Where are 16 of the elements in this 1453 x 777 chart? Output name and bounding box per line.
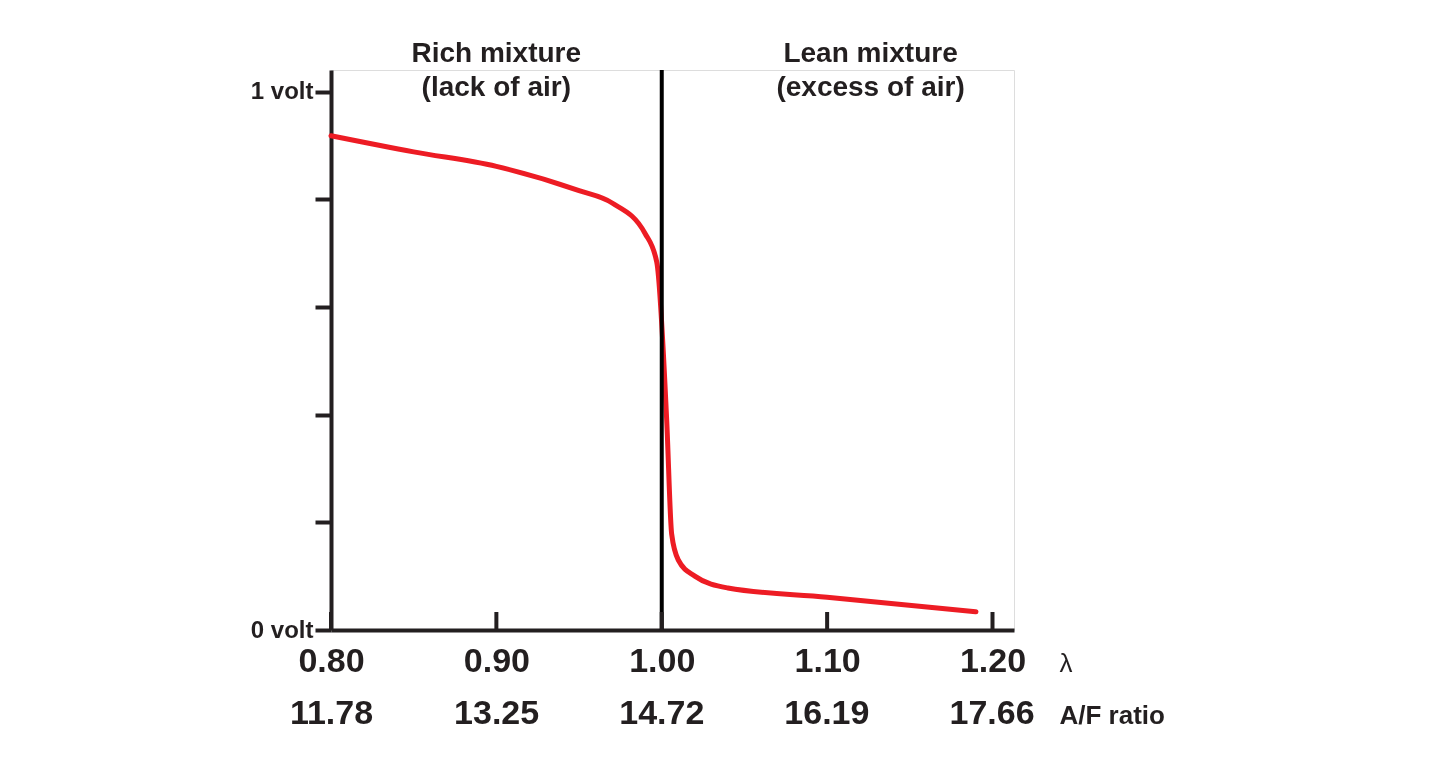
x2-tick-label: 13.25 (454, 692, 540, 731)
x2-tick-label: 16.19 (784, 692, 870, 731)
x-axis-title: λ (1059, 647, 1073, 678)
x2-tick-label: 11.78 (289, 692, 374, 731)
x-tick-label: 1.20 (959, 640, 1027, 679)
annotation: Rich mixture (lack of air) (411, 37, 582, 102)
x2-tick-label: 17.66 (949, 692, 1035, 731)
x2-axis-title: A/F ratio (1059, 699, 1165, 730)
x-tick-label: 1.00 (629, 640, 696, 679)
x2-tick-label: 14.72 (619, 692, 705, 731)
y-tick-label: 1 volt (250, 77, 314, 105)
x-tick-label: 0.80 (298, 640, 365, 679)
y-tick-label: 0 volt (250, 615, 314, 643)
x-tick-label: 1.10 (794, 640, 861, 679)
x-tick-label: 0.90 (463, 640, 530, 679)
annotation: Lean mixture (excess of air) (776, 37, 965, 102)
